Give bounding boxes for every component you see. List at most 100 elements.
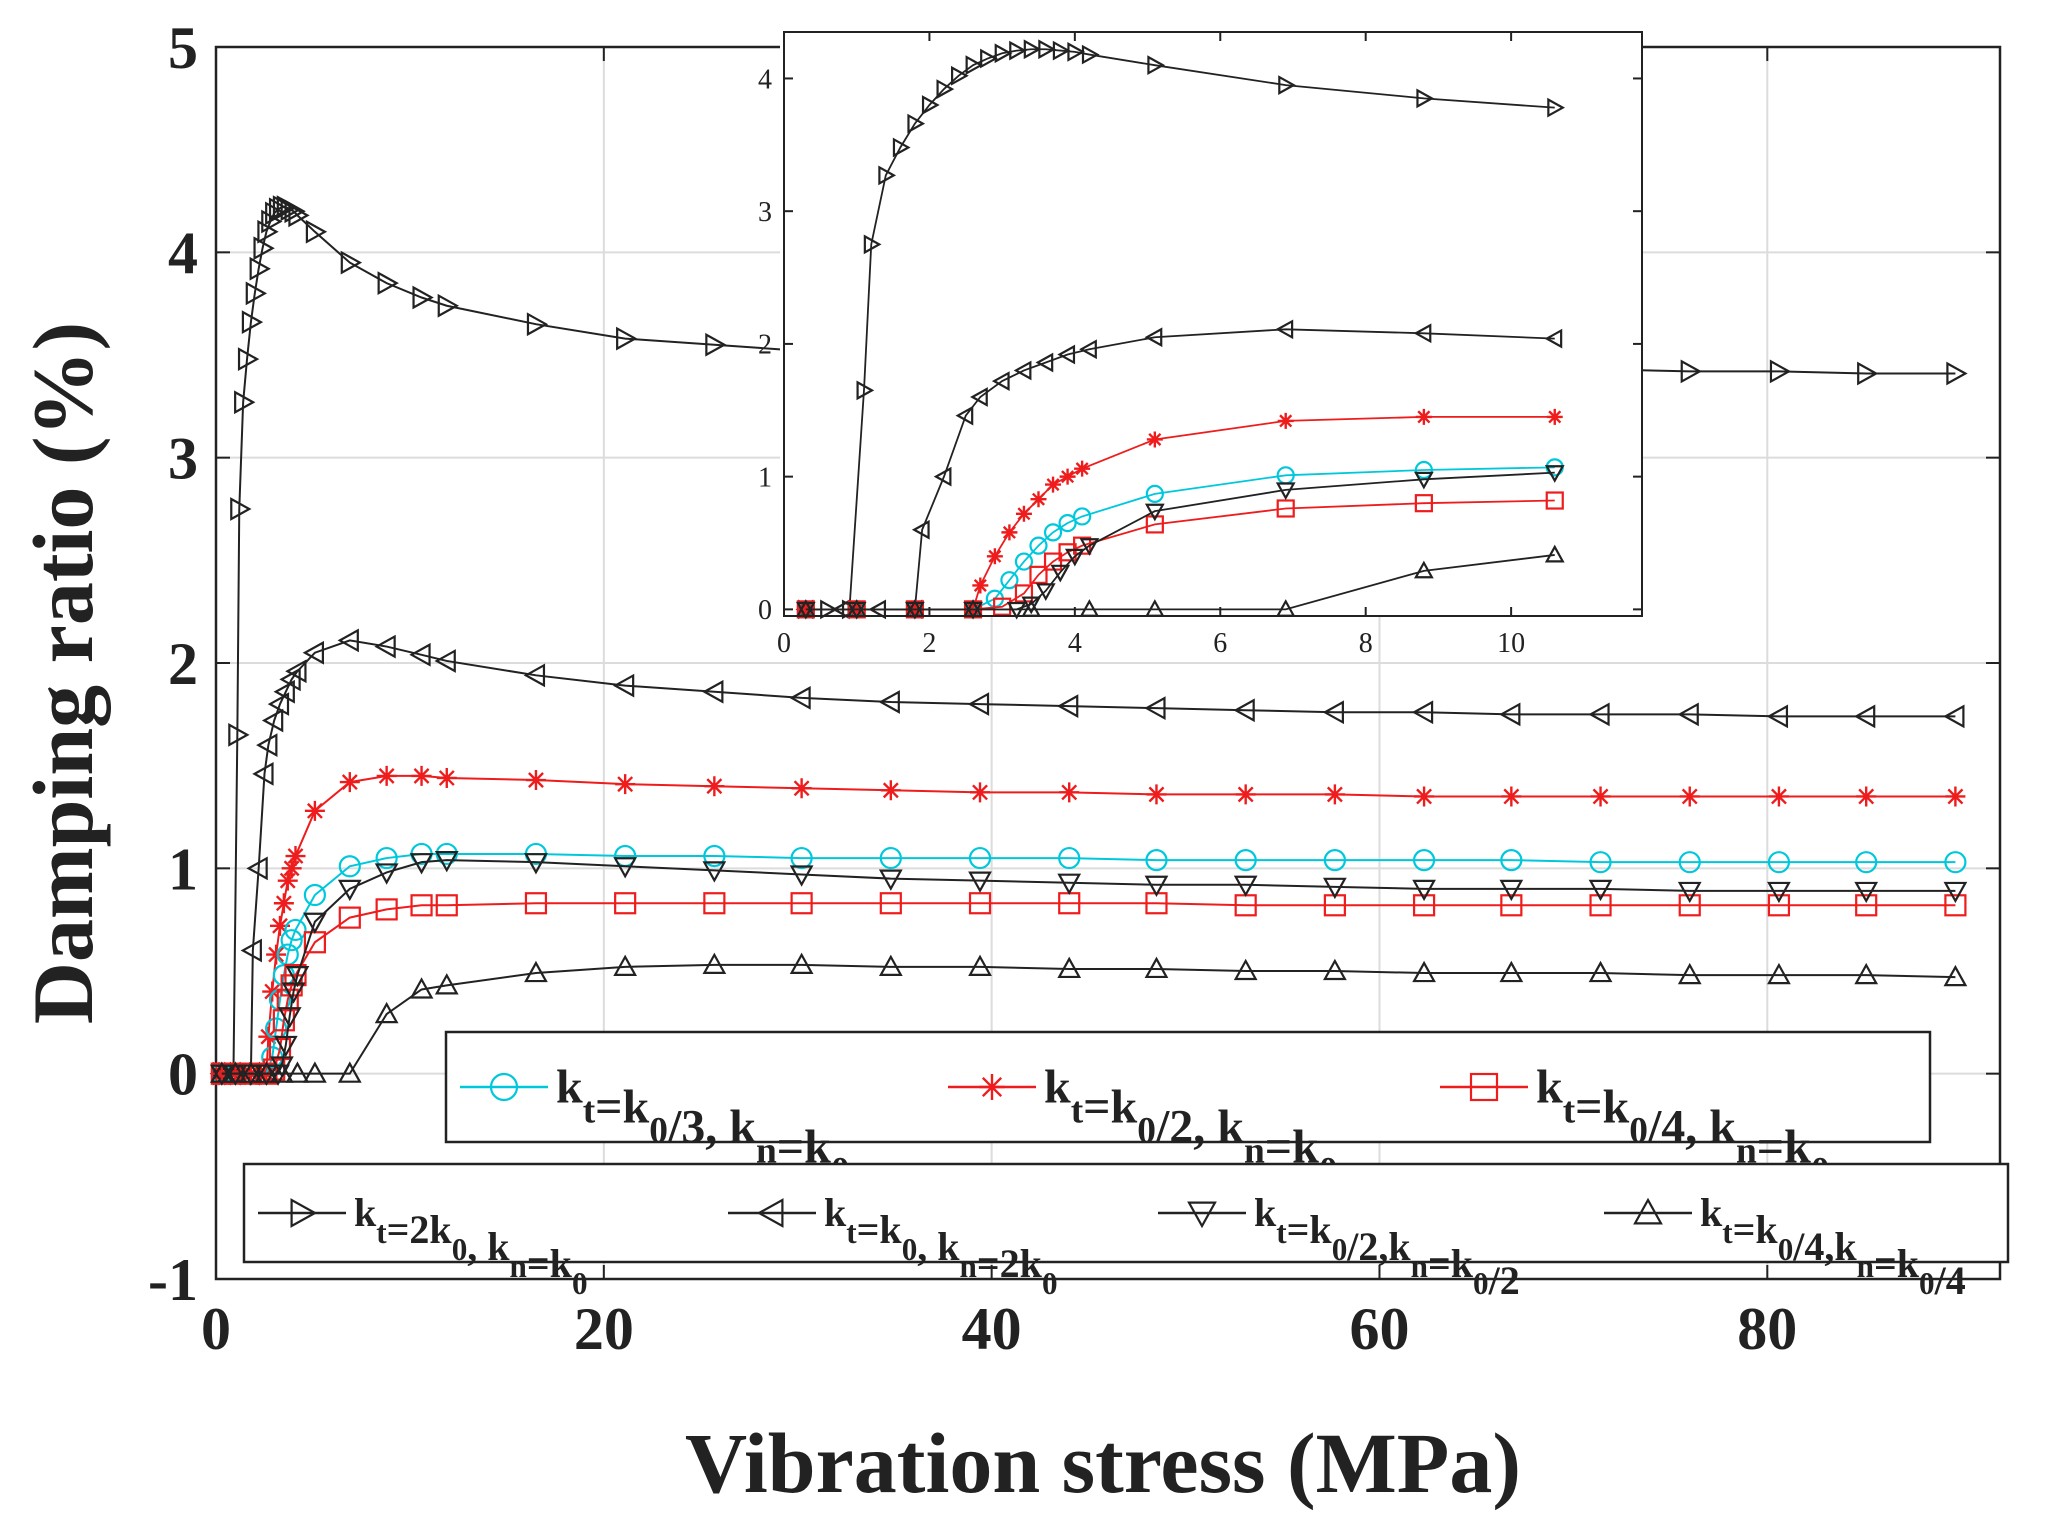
inset-point-kt-k0-kn-2k0: [1413, 323, 1432, 344]
inset-point-kt-2k0-kn-k0: [878, 165, 897, 186]
y-tick-label: -1: [148, 1247, 198, 1313]
point-kt-k0-4-kn-k0-4: [239, 1061, 263, 1083]
point-kt-k0-2-kn-k0-2: [1144, 875, 1169, 898]
legend-bottom-frame: [242, 1162, 2010, 1264]
point-kt-k0-kn-2k0: [523, 663, 546, 688]
inset-point-kt-k0-3-kn-k0: [1000, 571, 1019, 590]
point-kt-k0-3-kn-k0: [1323, 849, 1346, 872]
inset-point-kt-k0-2-kn-k0-2: [1064, 548, 1085, 567]
inset-point-kt-2k0-kn-k0: [1052, 40, 1071, 61]
inset-series: [795, 39, 1566, 620]
point-kt-k0-kn-2k0: [261, 708, 284, 733]
inset-point-kt-k0-2-kn-k0: [1415, 408, 1432, 425]
legend-bottom: kt=2k0, kn=k0 kt=k0, kn=2k0 kt=k0/2,kn=k0/…: [242, 1162, 2010, 1303]
inset-point-kt-k0-3-kn-k0: [1043, 523, 1063, 542]
legend-swatch-marker: [756, 1198, 784, 1228]
inset-point-kt-2k0-kn-k0: [1147, 55, 1166, 76]
line-kt-k0-2-kn-k0-2: [221, 859, 1956, 1075]
inset-point-kt-k0-2-kn-k0-2: [1050, 564, 1071, 583]
point-kt-k0-4-kn-k0: [703, 892, 726, 915]
point-kt-k0-2-kn-k0: [1945, 786, 1966, 807]
inset-point-kt-2k0-kn-k0: [1278, 75, 1296, 95]
point-kt-2k0-kn-k0: [340, 250, 363, 275]
point-kt-2k0-kn-k0: [257, 219, 279, 244]
inset-point-kt-k0-kn-2k0: [1144, 327, 1163, 348]
point-kt-k0-2-kn-k0: [970, 782, 991, 803]
point-kt-2k0-kn-k0: [284, 199, 306, 224]
inset-point-kt-k0-kn-2k0: [955, 405, 974, 426]
inset-point-kt-k0-3-kn-k0: [1145, 484, 1164, 503]
point-kt-k0-4-kn-k0-4: [337, 1061, 362, 1083]
inset-point-kt-k0-2-kn-k0: [1074, 460, 1091, 477]
point-kt-k0-3-kn-k0: [280, 929, 303, 952]
point-kt-2k0-kn-k0: [234, 390, 256, 415]
inset-point-kt-k0-kn-2k0: [1035, 352, 1054, 373]
point-kt-k0-2-kn-k0: [1590, 786, 1611, 807]
point-kt-k0-2-kn-k0-2: [281, 982, 306, 1004]
point-kt-k0-2-kn-k0: [339, 772, 360, 793]
point-kt-k0-2-kn-k0-2: [1057, 873, 1082, 895]
inset-x-tick-label: 2: [922, 628, 936, 659]
point-kt-k0-2-kn-k0: [411, 765, 432, 786]
point-kt-k0-4-kn-k0-4: [789, 952, 814, 974]
point-kt-k0-3-kn-k0: [1944, 851, 1967, 874]
point-kt-k0-2-kn-k0-2: [1323, 877, 1347, 900]
point-kt-k0-4-kn-k0: [338, 906, 361, 929]
point-kt-k0-2-kn-k0-2: [273, 1035, 298, 1058]
inset-y-tick-label: 4: [758, 64, 772, 95]
legend-entry-kt-k0-4-kn-k0-4: kt=k0/4,kn=k0/4: [1604, 1190, 1966, 1303]
y-axis-title: Damping ratio (%): [15, 322, 111, 1024]
x-tick-label: 60: [1349, 1296, 1409, 1362]
point-kt-k0-3-kn-k0: [375, 846, 398, 870]
point-kt-k0-3-kn-k0: [338, 855, 361, 878]
point-kt-k0-2-kn-k0: [281, 858, 302, 879]
point-kt-k0-2-kn-k0-2: [303, 912, 327, 934]
y-tick-label: 0: [168, 1042, 198, 1108]
point-kt-k0-4-kn-k0-4: [1233, 958, 1258, 981]
point-kt-k0-4-kn-k0: [1412, 894, 1436, 917]
inset-y-tick-label: 3: [758, 197, 772, 228]
inset-point-kt-k0-2-kn-k0-2: [1544, 465, 1565, 483]
x-axis-title: Vibration stress (MPa): [685, 1415, 1521, 1511]
y-tick-label: 3: [168, 426, 198, 492]
point-kt-k0-2-kn-k0: [211, 1063, 232, 1084]
legend-swatch-marker: [1187, 1201, 1217, 1229]
point-kt-k0-kn-2k0: [1411, 700, 1434, 725]
inset-point-kt-k0-2-kn-k0: [1059, 468, 1076, 485]
point-kt-k0-kn-2k0: [1144, 696, 1166, 721]
inset-point-kt-2k0-kn-k0: [936, 79, 955, 99]
point-kt-k0-2-kn-k0: [262, 981, 283, 1002]
series-kt-k0-4-kn-k0-4: [209, 952, 1968, 1083]
line-kt-k0-4-kn-k0-4: [221, 963, 1956, 1075]
point-kt-k0-4-kn-k0-4: [1323, 958, 1347, 981]
legend-swatch-marker: [1633, 1197, 1663, 1225]
point-kt-k0-2-kn-k0-2: [1767, 881, 1791, 904]
point-kt-k0-kn-2k0: [409, 642, 431, 667]
inset-point-kt-2k0-kn-k0: [1081, 44, 1100, 65]
y-tick-label: 1: [168, 836, 198, 902]
point-kt-k0-3-kn-k0: [284, 918, 307, 942]
point-kt-k0-kn-2k0: [967, 692, 990, 716]
point-kt-k0-4-kn-k0-4: [434, 973, 459, 995]
point-kt-k0-2-kn-k0-2: [1588, 879, 1613, 902]
inset-ticks: 0 2 4 6 8 10 0 1 2 3 4: [758, 64, 1525, 659]
inset-point-kt-k0-kn-2k0: [1013, 360, 1032, 381]
point-kt-k0-kn-2k0: [240, 938, 262, 963]
point-kt-k0-3-kn-k0: [1855, 851, 1878, 874]
point-kt-k0-2-kn-k0: [704, 776, 725, 797]
legend-swatch-marker: [979, 1074, 1005, 1100]
point-kt-k0-4-kn-k0-4: [1588, 960, 1613, 983]
point-kt-k0-2-kn-k0-2: [374, 863, 399, 885]
inset-point-kt-k0-4-kn-k0: [1058, 543, 1077, 562]
inset-point-kt-k0-2-kn-k0: [986, 548, 1003, 565]
inset-x-tick-label: 0: [777, 628, 791, 659]
point-kt-k0-4-kn-k0: [1855, 894, 1878, 917]
point-kt-k0-4-kn-k0-4: [270, 1061, 294, 1083]
point-kt-k0-2-kn-k0: [258, 1026, 279, 1047]
point-kt-k0-4-kn-k0-4: [285, 1061, 310, 1083]
point-kt-2k0-kn-k0: [377, 271, 399, 296]
inset-point-kt-k0-4-kn-k0: [1545, 491, 1564, 510]
point-kt-k0-4-kn-k0: [879, 892, 902, 915]
inset-point-kt-k0-4-kn-k0-4: [1544, 544, 1565, 563]
point-kt-k0-2-kn-k0: [1856, 786, 1877, 807]
